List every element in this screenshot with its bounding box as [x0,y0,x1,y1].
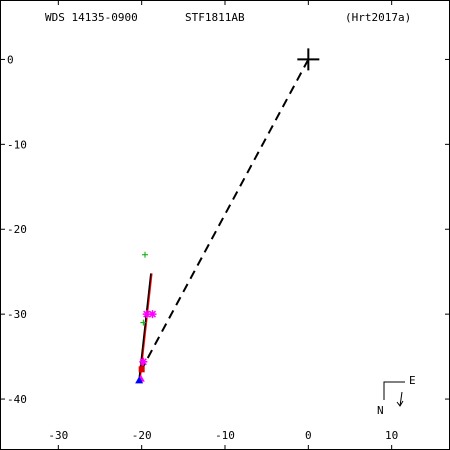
tick-labels: -30 -20 -10 0 10 0 -10 -20 -30 -40 [7,53,398,442]
compass: E N [377,374,416,417]
y-tick-label: -20 [7,223,27,236]
compass-axes [383,381,405,400]
discoverer-label: STF1811AB [185,11,245,24]
orbit-lines [138,58,310,379]
y-tick-label: 0 [7,53,14,66]
x-tick-label: -10 [215,429,235,442]
motion-arrow-icon [396,391,404,407]
wds-id-label: WDS 14135-0900 [45,11,138,24]
x-tick-label: 0 [305,429,312,442]
square-point [138,366,145,373]
x-tick-label: -20 [132,429,152,442]
x-tick-label: -30 [48,429,68,442]
asterisk-point [139,357,148,366]
compass-east-label: E [409,374,416,387]
triangle-point [135,376,144,384]
asterisk-point [148,310,157,319]
plus-point [142,251,148,258]
separation-dashed-line [140,58,310,370]
y-tick-label: -30 [7,308,27,321]
compass-north-label: N [377,404,384,417]
primary-star-marker [297,48,320,71]
reference-label: (Hrt2017a) [345,11,411,24]
observation-points [135,48,320,384]
plus-point [140,319,147,326]
asterisk-point [142,310,151,319]
x-tick-label: 10 [385,429,398,442]
y-tick-label: -40 [7,393,27,406]
y-tick-label: -10 [7,138,27,151]
